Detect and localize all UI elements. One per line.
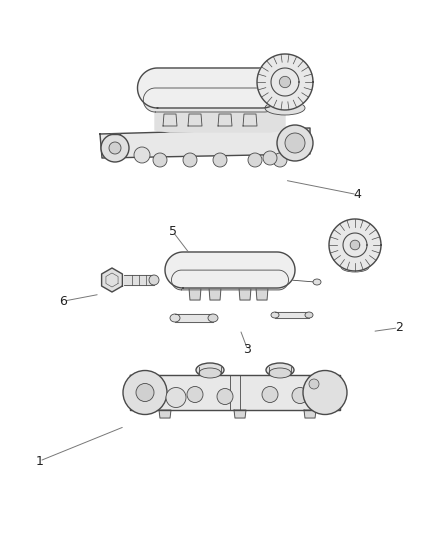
Ellipse shape bbox=[208, 314, 218, 322]
Polygon shape bbox=[110, 134, 120, 153]
Ellipse shape bbox=[269, 368, 291, 378]
Circle shape bbox=[136, 384, 154, 401]
Circle shape bbox=[273, 153, 287, 167]
Polygon shape bbox=[239, 288, 251, 300]
Polygon shape bbox=[304, 410, 316, 418]
Circle shape bbox=[292, 387, 308, 403]
Circle shape bbox=[217, 389, 233, 405]
Polygon shape bbox=[243, 114, 257, 126]
Circle shape bbox=[213, 153, 227, 167]
Polygon shape bbox=[234, 410, 246, 418]
Circle shape bbox=[153, 153, 167, 167]
Ellipse shape bbox=[341, 262, 369, 272]
Polygon shape bbox=[175, 314, 213, 322]
Circle shape bbox=[109, 142, 121, 154]
Text: 2: 2 bbox=[395, 321, 403, 334]
Ellipse shape bbox=[271, 312, 279, 318]
Polygon shape bbox=[159, 410, 171, 418]
Circle shape bbox=[134, 147, 150, 163]
Polygon shape bbox=[279, 76, 290, 87]
Circle shape bbox=[166, 387, 186, 408]
Ellipse shape bbox=[313, 279, 321, 285]
Circle shape bbox=[262, 386, 278, 402]
Circle shape bbox=[285, 133, 305, 153]
Circle shape bbox=[309, 379, 319, 389]
Ellipse shape bbox=[265, 101, 305, 115]
Polygon shape bbox=[155, 106, 285, 132]
Text: 1: 1 bbox=[35, 455, 43, 467]
Text: 4: 4 bbox=[353, 188, 361, 201]
Text: 6: 6 bbox=[60, 295, 67, 308]
Polygon shape bbox=[102, 268, 122, 292]
Polygon shape bbox=[189, 288, 201, 300]
Ellipse shape bbox=[149, 275, 159, 285]
Polygon shape bbox=[329, 219, 381, 271]
Polygon shape bbox=[143, 88, 277, 112]
Polygon shape bbox=[350, 240, 360, 250]
Polygon shape bbox=[172, 270, 289, 290]
Polygon shape bbox=[218, 114, 232, 126]
Circle shape bbox=[248, 153, 262, 167]
Polygon shape bbox=[100, 128, 310, 158]
Text: 3: 3 bbox=[244, 343, 251, 356]
Ellipse shape bbox=[338, 253, 372, 265]
Polygon shape bbox=[165, 252, 295, 288]
Polygon shape bbox=[343, 233, 367, 257]
Polygon shape bbox=[130, 375, 340, 410]
Polygon shape bbox=[209, 288, 221, 300]
Polygon shape bbox=[163, 114, 177, 126]
Ellipse shape bbox=[266, 363, 294, 377]
Polygon shape bbox=[275, 312, 309, 318]
Text: 5: 5 bbox=[169, 225, 177, 238]
Circle shape bbox=[101, 134, 129, 162]
Circle shape bbox=[123, 370, 167, 415]
Ellipse shape bbox=[196, 363, 224, 377]
Circle shape bbox=[303, 370, 347, 415]
FancyBboxPatch shape bbox=[309, 376, 333, 398]
Ellipse shape bbox=[305, 312, 313, 318]
Polygon shape bbox=[138, 68, 283, 108]
Circle shape bbox=[183, 153, 197, 167]
Circle shape bbox=[187, 386, 203, 402]
Circle shape bbox=[263, 151, 277, 165]
Ellipse shape bbox=[199, 368, 221, 378]
FancyBboxPatch shape bbox=[269, 85, 301, 109]
Polygon shape bbox=[124, 275, 154, 285]
Polygon shape bbox=[188, 114, 202, 126]
Polygon shape bbox=[271, 68, 299, 96]
Ellipse shape bbox=[170, 314, 180, 322]
Polygon shape bbox=[256, 288, 268, 300]
Circle shape bbox=[277, 125, 313, 161]
Polygon shape bbox=[257, 54, 313, 110]
